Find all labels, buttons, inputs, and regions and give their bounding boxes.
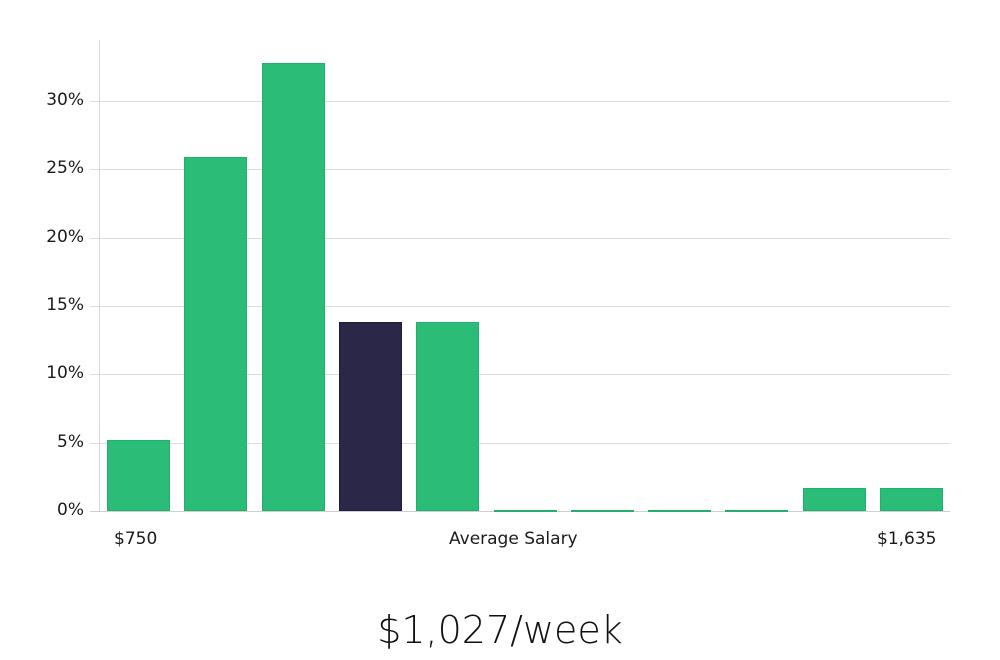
bar [262, 62, 325, 511]
y-axis-line [99, 40, 100, 512]
x-axis-title: Average Salary [449, 529, 578, 549]
x-label-max: $1,635 [877, 529, 937, 549]
bar [416, 322, 479, 511]
y-tick-label: 5% [57, 432, 84, 452]
gridline [90, 511, 950, 512]
bar [107, 439, 170, 511]
bar [571, 509, 634, 512]
gridline [90, 238, 950, 239]
gridline [90, 169, 950, 170]
bar-highlight [339, 322, 402, 511]
bar [725, 509, 788, 512]
y-tick-label: 0% [57, 500, 84, 520]
salary-distribution-chart: 0% 5% 10% 15% 20% 25% 30% $750 Average Salary … [46, 40, 950, 549]
y-tick-label: 30% [46, 90, 84, 110]
gridline [90, 374, 950, 375]
bar [880, 487, 943, 511]
bar [494, 509, 557, 512]
y-tick-label: 25% [46, 158, 84, 178]
gridline [90, 306, 950, 307]
bar [803, 487, 866, 511]
y-tick-label: 15% [46, 295, 84, 315]
gridline [90, 101, 950, 102]
x-label-min: $750 [114, 529, 158, 549]
bar [184, 157, 247, 511]
average-salary-headline: $1,027/week [377, 608, 623, 652]
y-tick-label: 10% [46, 363, 84, 383]
bar [648, 509, 711, 512]
y-tick-label: 20% [46, 227, 84, 247]
gridline [90, 443, 950, 444]
